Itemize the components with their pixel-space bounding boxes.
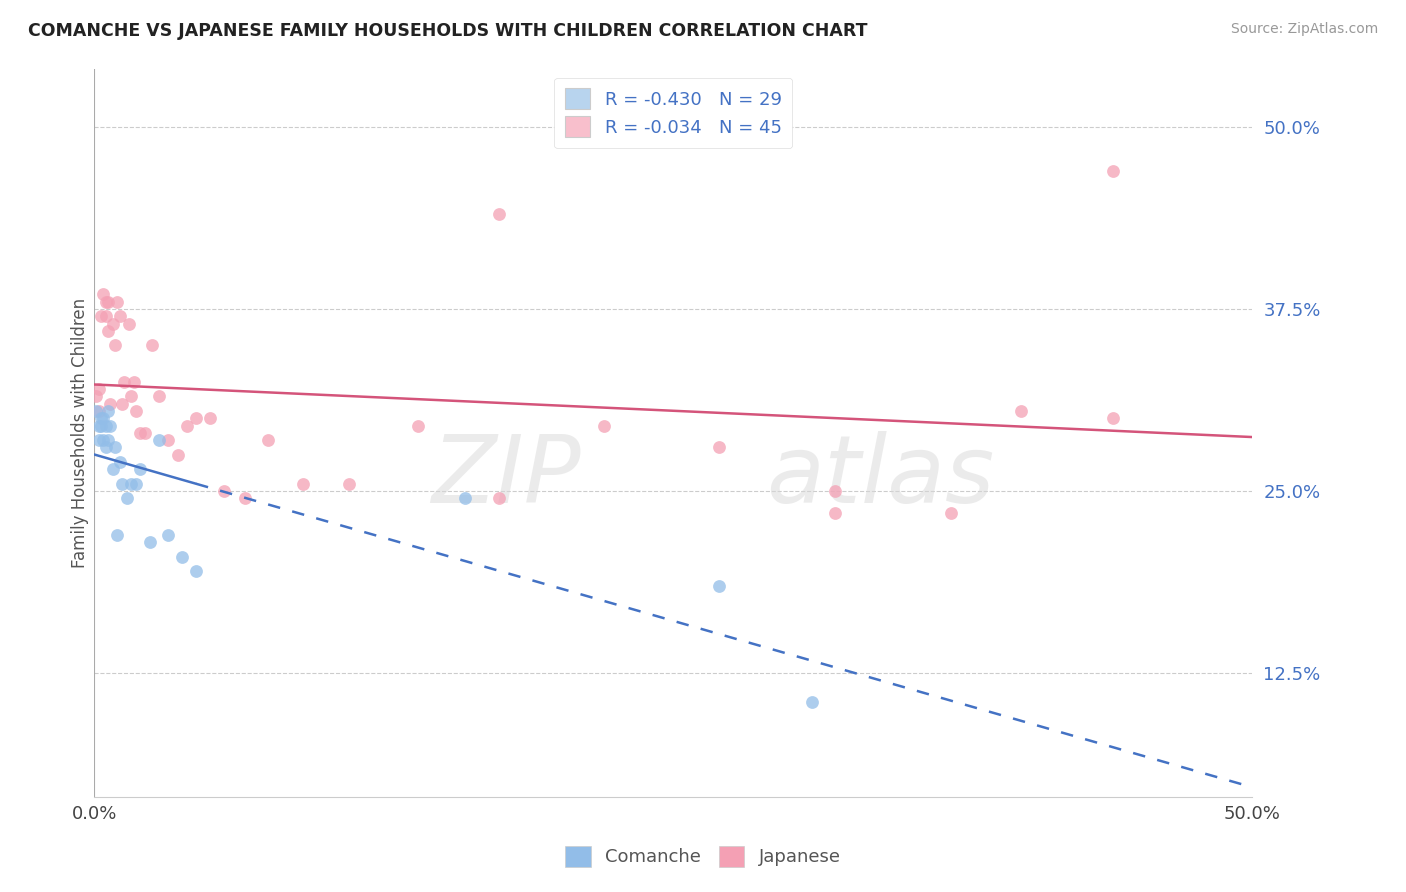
Point xyxy=(120,476,142,491)
Legend: R = -0.430   N = 29, R = -0.034   N = 45: R = -0.430 N = 29, R = -0.034 N = 45 xyxy=(554,78,793,148)
Point xyxy=(94,441,117,455)
Point xyxy=(709,441,731,455)
Point xyxy=(337,476,360,491)
Point xyxy=(198,411,221,425)
Point xyxy=(157,528,180,542)
Point xyxy=(157,433,180,447)
Point xyxy=(90,411,112,425)
Point xyxy=(90,418,112,433)
Point xyxy=(86,389,108,403)
Point xyxy=(105,528,128,542)
Point xyxy=(801,695,824,709)
Point xyxy=(94,310,117,324)
Point xyxy=(488,207,510,221)
Point xyxy=(97,404,120,418)
Point xyxy=(212,484,235,499)
Point xyxy=(134,425,156,440)
Point xyxy=(488,491,510,506)
Point xyxy=(148,433,170,447)
Point xyxy=(101,317,124,331)
Point xyxy=(98,418,121,433)
Point xyxy=(105,294,128,309)
Point xyxy=(111,476,134,491)
Point xyxy=(184,564,207,578)
Point xyxy=(233,491,256,506)
Point xyxy=(108,455,131,469)
Point xyxy=(97,294,120,309)
Point xyxy=(709,579,731,593)
Point xyxy=(592,418,614,433)
Point xyxy=(101,462,124,476)
Point xyxy=(184,411,207,425)
Point xyxy=(141,338,163,352)
Point xyxy=(129,462,152,476)
Point xyxy=(1010,404,1032,418)
Text: atlas: atlas xyxy=(766,431,994,522)
Point xyxy=(93,411,115,425)
Point xyxy=(166,448,188,462)
Point xyxy=(87,382,110,396)
Point xyxy=(408,418,430,433)
Y-axis label: Family Households with Children: Family Households with Children xyxy=(72,298,89,568)
Point xyxy=(104,441,127,455)
Point xyxy=(939,506,962,520)
Point xyxy=(824,484,846,499)
Point xyxy=(97,433,120,447)
Point xyxy=(87,433,110,447)
Point xyxy=(824,506,846,520)
Text: Source: ZipAtlas.com: Source: ZipAtlas.com xyxy=(1230,22,1378,37)
Point xyxy=(115,491,138,506)
Point xyxy=(172,549,194,564)
Point xyxy=(1102,163,1125,178)
Text: ZIP: ZIP xyxy=(430,431,581,522)
Point xyxy=(291,476,314,491)
Point xyxy=(87,404,110,418)
Point xyxy=(90,310,112,324)
Text: COMANCHE VS JAPANESE FAMILY HOUSEHOLDS WITH CHILDREN CORRELATION CHART: COMANCHE VS JAPANESE FAMILY HOUSEHOLDS W… xyxy=(28,22,868,40)
Point xyxy=(138,535,160,549)
Point xyxy=(125,476,148,491)
Point xyxy=(1102,411,1125,425)
Point xyxy=(93,433,115,447)
Point xyxy=(104,338,127,352)
Point xyxy=(148,389,170,403)
Point xyxy=(97,324,120,338)
Point xyxy=(87,418,110,433)
Point xyxy=(120,389,142,403)
Point xyxy=(108,310,131,324)
Point xyxy=(94,418,117,433)
Point xyxy=(125,404,148,418)
Point xyxy=(112,375,135,389)
Point xyxy=(111,397,134,411)
Legend: Comanche, Japanese: Comanche, Japanese xyxy=(558,838,848,874)
Point xyxy=(122,375,145,389)
Point xyxy=(94,294,117,309)
Point xyxy=(129,425,152,440)
Point xyxy=(118,317,141,331)
Point xyxy=(86,404,108,418)
Point xyxy=(256,433,278,447)
Point xyxy=(98,397,121,411)
Point xyxy=(93,287,115,301)
Point xyxy=(176,418,198,433)
Point xyxy=(454,491,477,506)
